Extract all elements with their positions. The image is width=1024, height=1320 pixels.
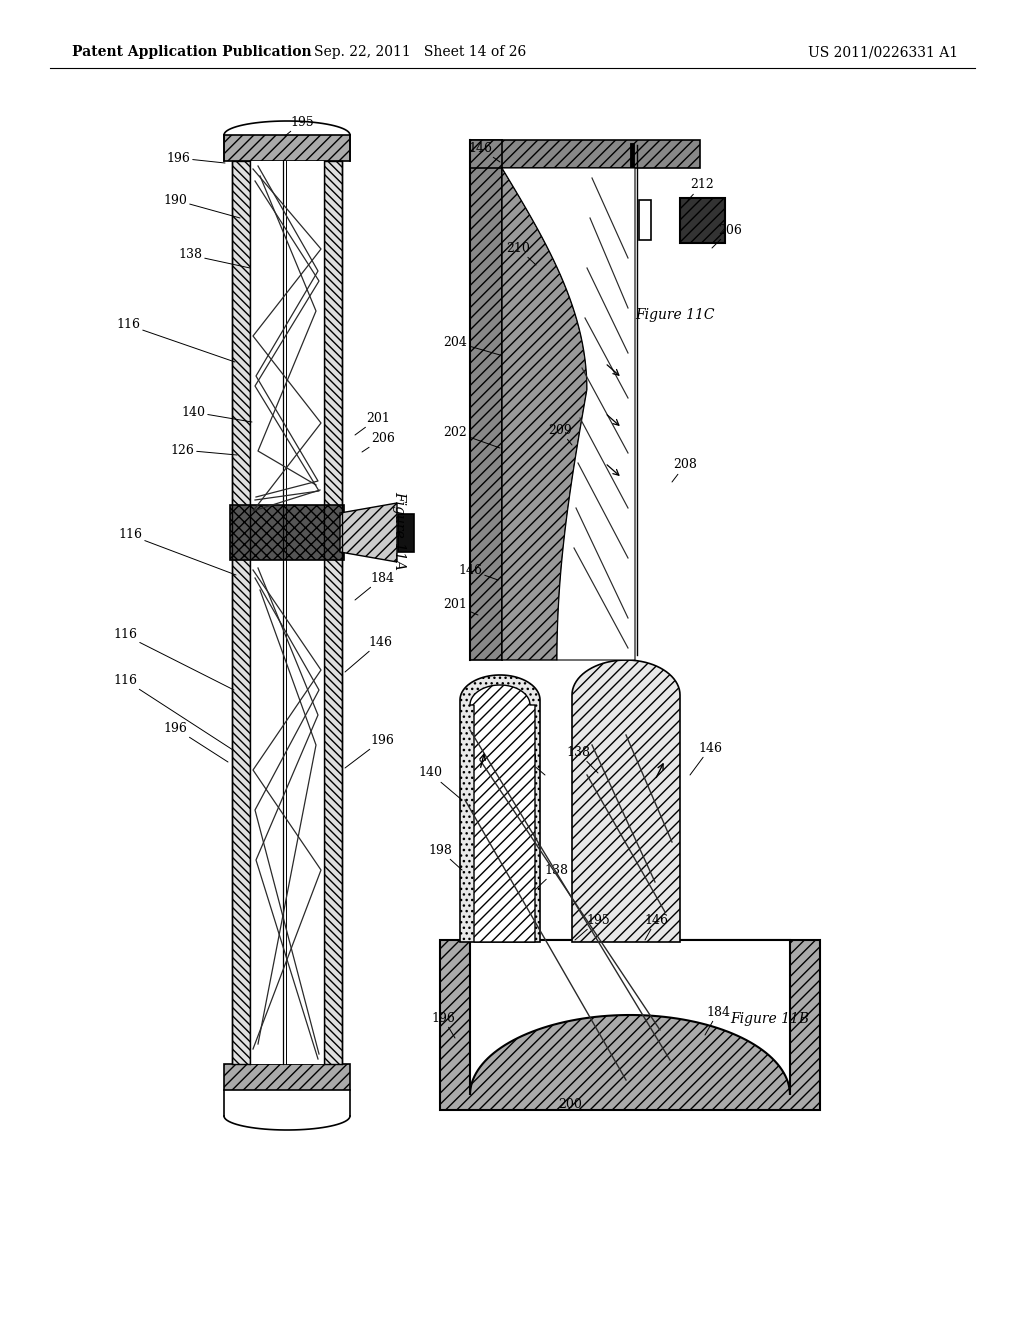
Text: 204: 204 [443, 335, 500, 355]
Text: 196: 196 [345, 734, 394, 768]
Polygon shape [502, 168, 587, 660]
Polygon shape [502, 168, 635, 660]
Text: 146: 146 [458, 564, 498, 579]
Polygon shape [340, 503, 397, 562]
Text: 195: 195 [575, 913, 610, 940]
Text: 140: 140 [181, 405, 252, 422]
Text: 212: 212 [688, 178, 714, 201]
Text: 190: 190 [513, 751, 545, 775]
Text: Figure 11A: Figure 11A [392, 491, 406, 569]
Bar [470, 140, 502, 660]
Text: Patent Application Publication: Patent Application Publication [72, 45, 311, 59]
Text: 208: 208 [672, 458, 697, 482]
Text: 201: 201 [355, 412, 390, 436]
Polygon shape [470, 940, 790, 1096]
Text: 116: 116 [116, 318, 234, 362]
Text: 195: 195 [285, 116, 314, 136]
Bar [250, 161, 324, 1064]
Text: Figure 11C: Figure 11C [635, 308, 715, 322]
Text: 196: 196 [166, 152, 225, 165]
Text: Sep. 22, 2011   Sheet 14 of 26: Sep. 22, 2011 Sheet 14 of 26 [314, 45, 526, 59]
Text: 184: 184 [705, 1006, 730, 1035]
Text: 200: 200 [558, 1098, 582, 1111]
Text: Figure 11B: Figure 11B [730, 1012, 809, 1026]
Text: 138: 138 [535, 863, 568, 890]
Text: 184: 184 [355, 572, 394, 601]
Text: 196: 196 [163, 722, 228, 762]
Bar [224, 135, 350, 161]
Text: 140: 140 [418, 767, 462, 800]
Text: 196: 196 [431, 1011, 455, 1038]
Polygon shape [470, 685, 535, 942]
Text: 116: 116 [118, 528, 236, 576]
Text: 202: 202 [443, 425, 500, 447]
Text: 138: 138 [178, 248, 250, 268]
Text: 146: 146 [690, 742, 722, 775]
Polygon shape [460, 675, 540, 942]
Text: US 2011/0226331 A1: US 2011/0226331 A1 [808, 45, 958, 59]
Bar [398, 513, 414, 552]
Bar [440, 940, 820, 1110]
Bar [324, 161, 342, 1064]
Bar [232, 161, 250, 1064]
Text: 146: 146 [345, 635, 392, 672]
Text: 206: 206 [362, 432, 395, 451]
Text: 126: 126 [170, 444, 237, 457]
Text: 209: 209 [548, 424, 572, 445]
Text: 206: 206 [712, 223, 742, 248]
Bar [224, 1064, 350, 1090]
Text: 198: 198 [428, 843, 462, 870]
Text: 201: 201 [443, 598, 478, 615]
Text: 146: 146 [644, 913, 668, 940]
Text: 116: 116 [113, 628, 234, 690]
Bar [680, 198, 725, 243]
Bar [230, 506, 344, 560]
Text: 190: 190 [163, 194, 240, 218]
Text: 210: 210 [506, 242, 536, 265]
Bar [470, 140, 700, 168]
Text: 146: 146 [468, 141, 500, 162]
Bar [639, 201, 651, 240]
Text: 138: 138 [566, 746, 598, 774]
Polygon shape [572, 660, 680, 942]
Text: 116: 116 [113, 673, 233, 750]
